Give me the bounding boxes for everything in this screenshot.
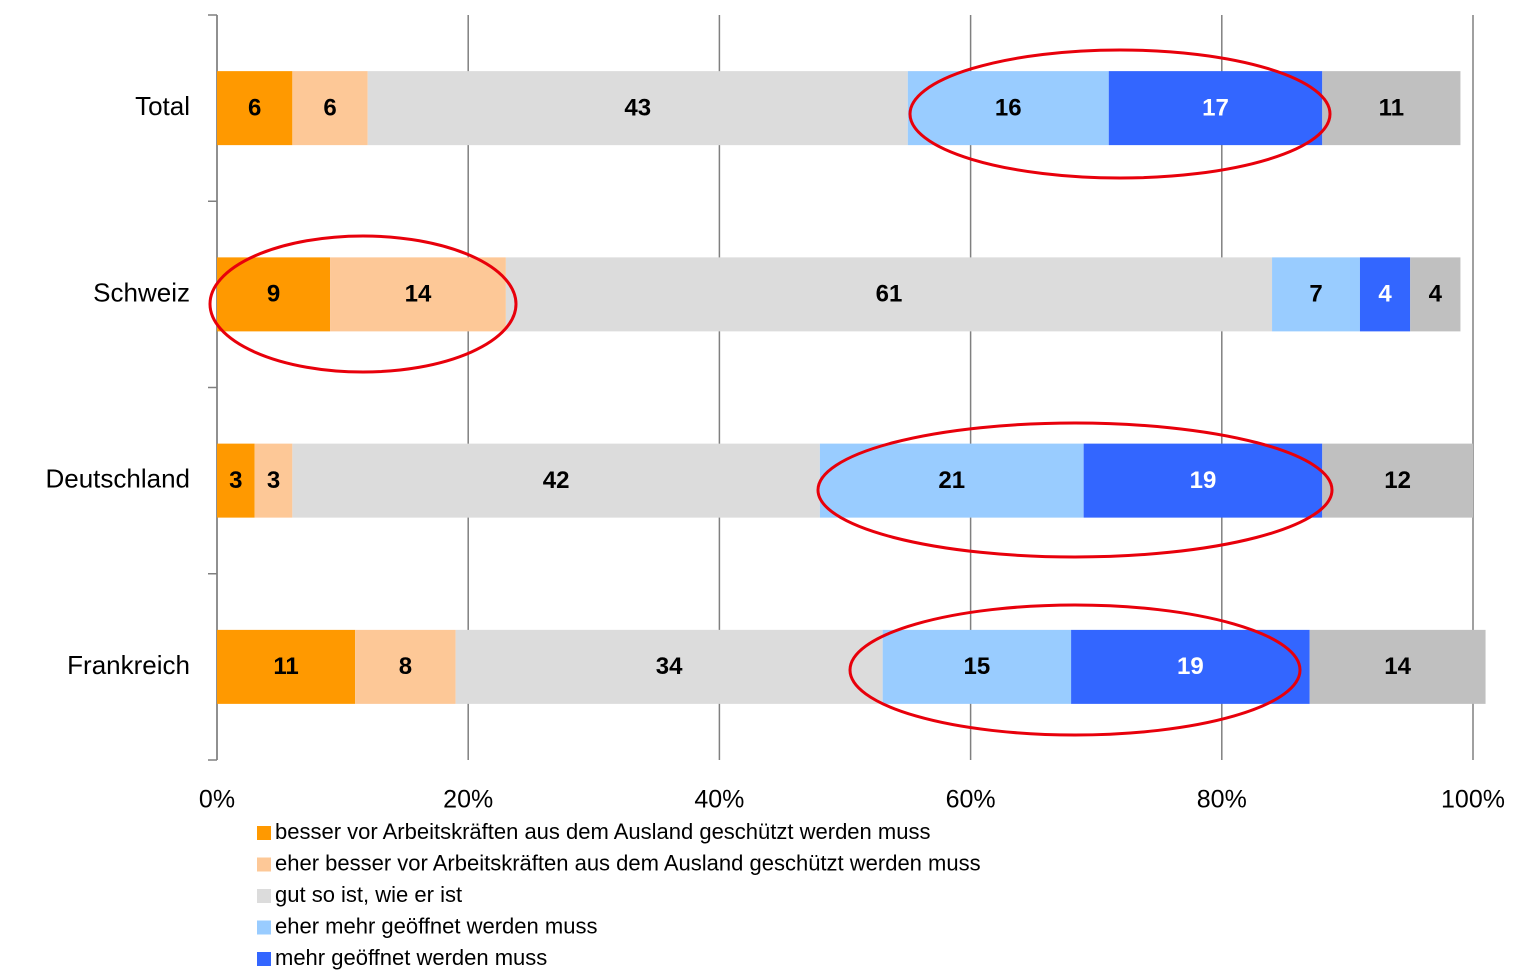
data-label: 4 [1429, 281, 1443, 308]
bar-segment [217, 71, 293, 146]
highlight-ellipse [908, 48, 1332, 180]
data-label: 19 [1190, 467, 1217, 494]
bar-segment [330, 257, 506, 332]
bar-segment [254, 443, 293, 518]
bar-segment [505, 257, 1273, 332]
data-label: 14 [1384, 653, 1411, 680]
data-label: 4 [1378, 281, 1392, 308]
data-label: 9 [267, 281, 280, 308]
data-label: 6 [248, 94, 261, 121]
data-label: 17 [1202, 94, 1229, 121]
data-label: 11 [273, 653, 298, 680]
data-label: 42 [543, 467, 570, 494]
y-tick-label: Frankreich [67, 650, 190, 680]
bar-segment [292, 71, 368, 146]
data-label: 15 [964, 653, 991, 680]
bar-segment [1272, 257, 1360, 332]
data-label: 11 [1379, 94, 1404, 121]
x-tick-label: 40% [694, 786, 744, 814]
data-label: 3 [267, 467, 280, 494]
highlight-ellipse [208, 234, 518, 374]
bar-segment [292, 443, 820, 518]
data-label: 21 [938, 467, 965, 494]
bar-segment [355, 629, 456, 704]
data-label: 16 [995, 94, 1022, 121]
data-label: 14 [405, 281, 432, 308]
bar-segment [1309, 629, 1486, 704]
legend-label: besser vor Arbeitskräften aus dem Auslan… [275, 819, 930, 844]
highlight-ellipse [816, 421, 1334, 559]
bar-segment [819, 443, 1084, 518]
bar-segment [1322, 71, 1461, 146]
legend-swatch [257, 952, 271, 966]
highlight-ellipse [848, 603, 1302, 737]
data-label: 3 [229, 467, 242, 494]
x-tick-label: 80% [1197, 786, 1247, 814]
y-tick-label: Deutschland [45, 464, 190, 494]
data-label: 61 [876, 281, 903, 308]
data-label: 19 [1177, 653, 1204, 680]
bar-segment [1083, 443, 1323, 518]
legend-label: eher besser vor Arbeitskräften aus dem A… [275, 850, 981, 875]
highlight-ellipses [208, 48, 1334, 737]
bar-segment [217, 629, 356, 704]
legend-swatch [257, 857, 271, 872]
y-tick-label: Schweiz [93, 277, 190, 307]
data-label: 34 [656, 653, 683, 680]
legend-swatch [257, 889, 271, 903]
data-label: 12 [1384, 467, 1411, 494]
legend-label: eher mehr geöffnet werden muss [275, 913, 597, 938]
data-label: 7 [1309, 281, 1322, 308]
x-tick-label: 100% [1441, 786, 1505, 814]
bar-segment [907, 71, 1109, 146]
x-tick-label: 20% [443, 786, 493, 814]
bar-segment [455, 629, 883, 704]
legend-swatch [257, 826, 271, 840]
legend-swatch [257, 920, 271, 935]
legend-label: mehr geöffnet werden muss [275, 945, 547, 970]
bar-segment [217, 443, 255, 518]
x-tick-label: 60% [946, 786, 996, 814]
y-tick-label: Total [135, 91, 190, 121]
bar-segment [367, 71, 908, 146]
data-label: 43 [624, 94, 651, 121]
x-tick-label: 0% [199, 786, 235, 814]
data-label: 6 [323, 94, 336, 121]
bar-segment [1071, 629, 1310, 704]
bar-segment [1410, 257, 1461, 332]
data-label: 8 [399, 653, 412, 680]
bar-segment [217, 257, 331, 332]
legend-label: gut so ist, wie er ist [275, 882, 462, 907]
bar-segment [882, 629, 1072, 704]
bar-segment [1359, 257, 1411, 332]
bar-segment [1108, 71, 1323, 146]
bar-segment [1322, 443, 1473, 518]
